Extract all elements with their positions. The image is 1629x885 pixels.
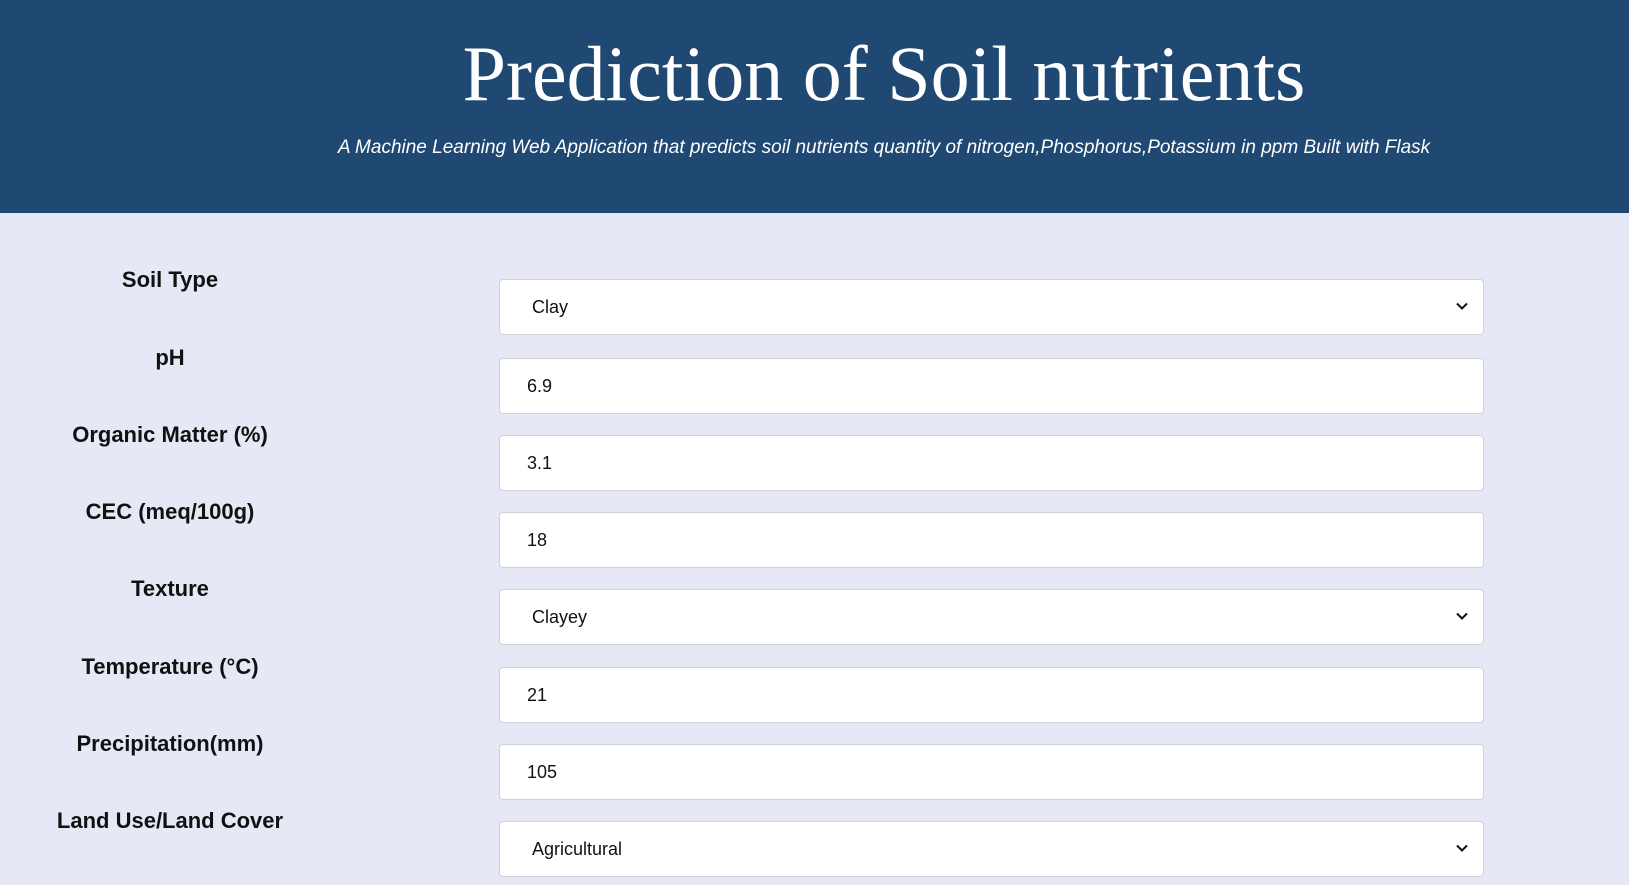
organic-matter-input-value: 3.1 bbox=[527, 453, 553, 473]
soil-type-label: Soil Type bbox=[121, 267, 219, 292]
temperature-input[interactable]: 21 bbox=[499, 667, 1484, 723]
organic-matter-input[interactable]: 3.1 bbox=[499, 435, 1484, 491]
cec-input-value: 18 bbox=[527, 530, 548, 550]
soil-type-select[interactable]: Clay bbox=[499, 279, 1484, 335]
prediction-form: Soil Type Clay pH 6.9 Organic Matter (%)… bbox=[0, 213, 1629, 885]
chevron-down-icon bbox=[1456, 612, 1468, 620]
texture-selected-value: Clayey bbox=[532, 607, 588, 627]
chevron-down-icon bbox=[1456, 302, 1468, 310]
land-use-select[interactable]: Agricultural bbox=[499, 821, 1484, 877]
cec-input[interactable]: 18 bbox=[499, 512, 1484, 568]
ph-label: pH bbox=[155, 345, 185, 370]
temperature-label: Temperature (°C) bbox=[81, 654, 259, 679]
land-use-label: Land Use/Land Cover bbox=[56, 808, 284, 833]
page-title: Prediction of Soil nutrients bbox=[462, 30, 1306, 117]
chevron-down-icon bbox=[1456, 844, 1468, 852]
page-header: Prediction of Soil nutrients A Machine L… bbox=[0, 0, 1629, 213]
cec-label: CEC (meq/100g) bbox=[85, 499, 255, 524]
organic-matter-label: Organic Matter (%) bbox=[72, 422, 268, 447]
precipitation-label: Precipitation(mm) bbox=[76, 731, 264, 756]
precipitation-input[interactable]: 105 bbox=[499, 744, 1484, 800]
texture-label: Texture bbox=[131, 576, 209, 601]
texture-select[interactable]: Clayey bbox=[499, 589, 1484, 645]
soil-type-selected-value: Clay bbox=[532, 297, 569, 317]
land-use-selected-value: Agricultural bbox=[532, 839, 623, 859]
ph-input[interactable]: 6.9 bbox=[499, 358, 1484, 414]
precipitation-input-value: 105 bbox=[527, 762, 558, 782]
ph-input-value: 6.9 bbox=[527, 376, 553, 396]
temperature-input-value: 21 bbox=[527, 685, 548, 705]
page-subtitle: A Machine Learning Web Application that … bbox=[337, 137, 1431, 158]
